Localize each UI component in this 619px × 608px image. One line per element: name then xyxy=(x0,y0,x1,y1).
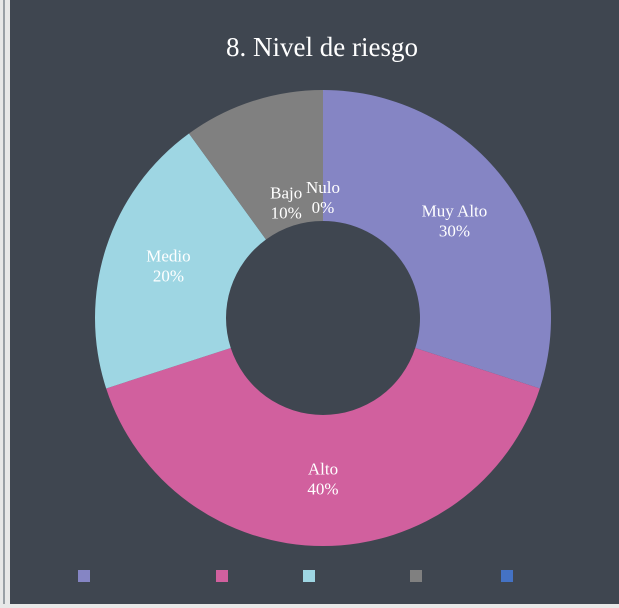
data-label-name: Alto xyxy=(308,459,338,478)
legend-swatch xyxy=(303,570,315,582)
data-label-value: 40% xyxy=(307,479,338,498)
data-label-name: Nulo xyxy=(306,178,340,197)
legend-swatch xyxy=(501,570,513,582)
data-label-value: 20% xyxy=(153,267,184,286)
data-label-name: Muy Alto xyxy=(422,201,488,220)
data-label-name: Medio xyxy=(146,247,190,266)
slice xyxy=(106,347,540,546)
data-label-value: 0% xyxy=(312,198,335,217)
legend-swatch xyxy=(78,570,90,582)
slice xyxy=(323,90,551,389)
slice xyxy=(188,90,323,240)
slice xyxy=(95,133,266,389)
data-label-value: 30% xyxy=(439,221,470,240)
legend-swatch xyxy=(216,570,228,582)
chart-title: 8. Nivel de riesgo xyxy=(226,32,418,62)
data-label-value: 10% xyxy=(271,204,302,223)
data-label-name: Bajo xyxy=(270,184,302,203)
legend-swatch xyxy=(410,570,422,582)
